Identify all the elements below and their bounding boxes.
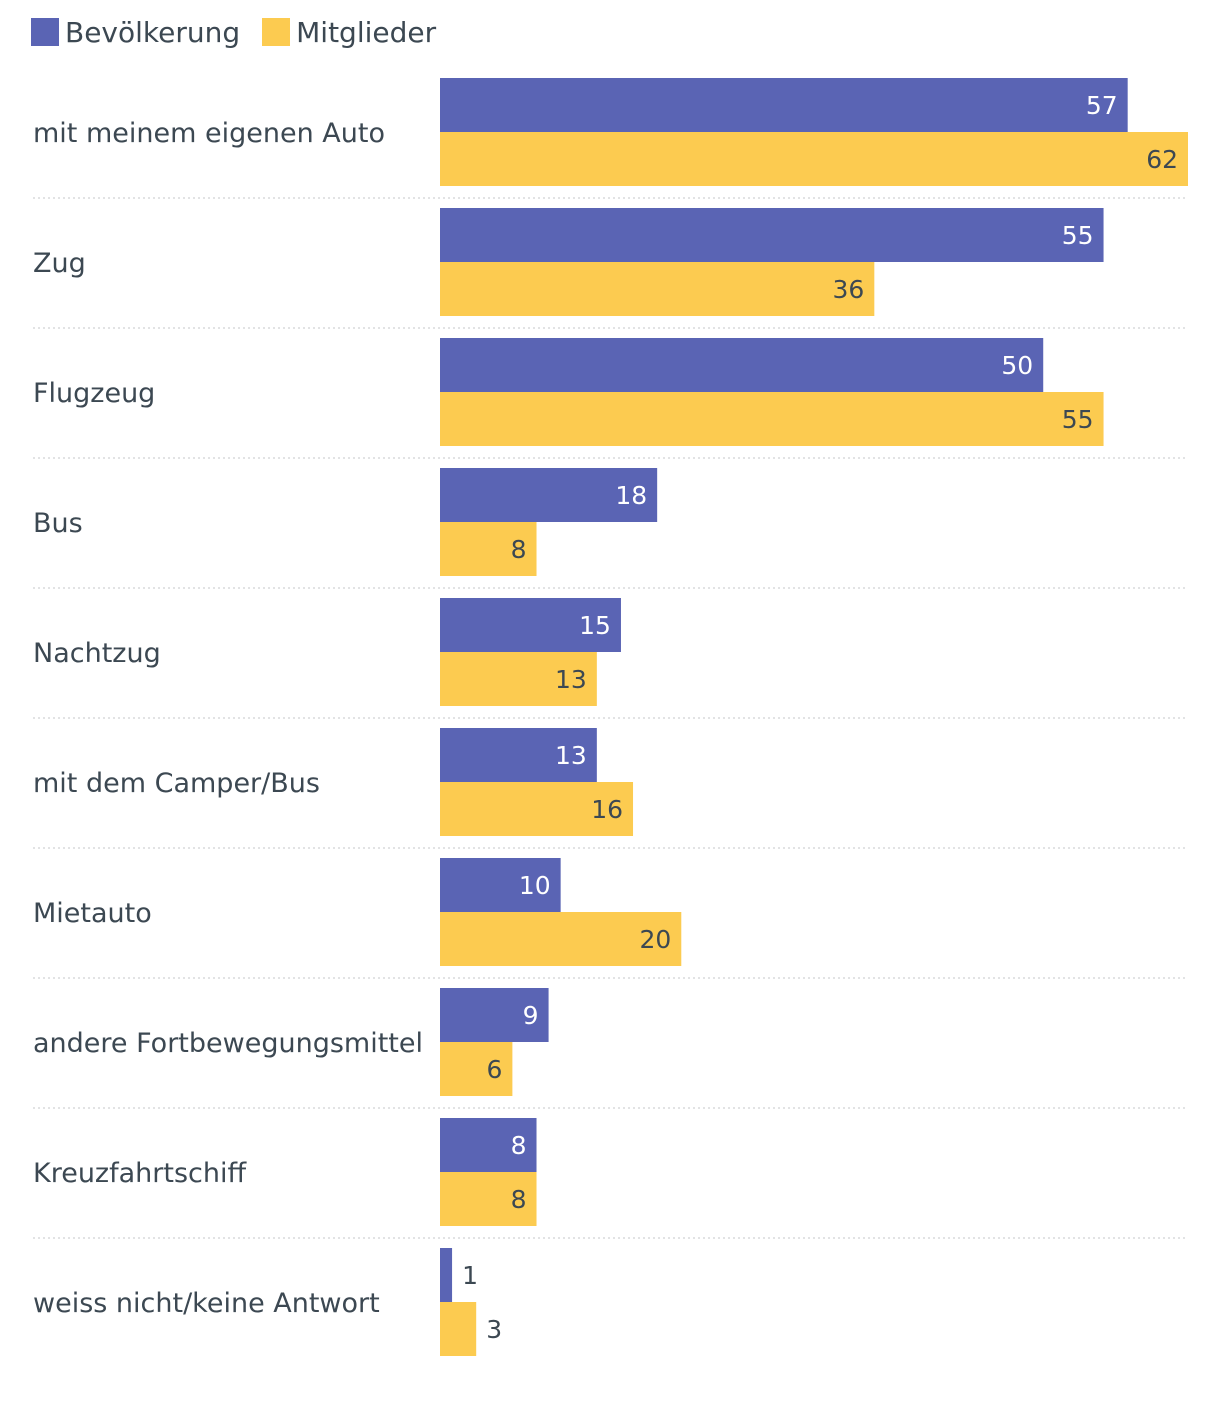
category-label-mit-dem-camper-bus: mit dem Camper/Bus (33, 768, 320, 799)
value-label-weiss-nicht-keine-antwort-bevoelkerung: 1 (462, 1261, 478, 1290)
bar-mit-meinem-eigenen-auto-bevoelkerung (440, 78, 1128, 132)
value-label-nachtzug-bevoelkerung: 15 (579, 611, 611, 640)
value-label-mit-meinem-eigenen-auto-bevoelkerung: 57 (1086, 91, 1118, 120)
bar-mit-dem-camper-bus-bevoelkerung (440, 728, 597, 782)
category-label-weiss-nicht-keine-antwort: weiss nicht/keine Antwort (33, 1288, 380, 1319)
category-label-mietauto: Mietauto (33, 898, 152, 929)
legend-label-bevoelkerung: Bevölkerung (65, 15, 241, 49)
value-label-kreuzfahrtschiff-mitglieder: 8 (511, 1185, 527, 1214)
bar-weiss-nicht-keine-antwort-bevoelkerung (440, 1248, 453, 1302)
value-label-flugzeug-bevoelkerung: 50 (1001, 351, 1033, 380)
bar-nachtzug-mitglieder (440, 652, 597, 706)
value-label-mit-meinem-eigenen-auto-mitglieder: 62 (1146, 145, 1178, 174)
value-label-bus-bevoelkerung: 18 (615, 481, 647, 510)
value-label-mietauto-bevoelkerung: 10 (519, 871, 551, 900)
bar-mit-dem-camper-bus-mitglieder (440, 782, 634, 836)
value-label-andere-fortbewegungsmittel-mitglieder: 6 (486, 1055, 502, 1084)
legend-item-bevoelkerung: Bevölkerung (31, 16, 240, 49)
bar-nachtzug-bevoelkerung (440, 598, 621, 652)
value-label-kreuzfahrtschiff-bevoelkerung: 8 (511, 1131, 527, 1160)
value-label-zug-mitglieder: 36 (833, 275, 865, 304)
legend-swatch-mitglieder (262, 18, 291, 46)
bar-zug-mitglieder (440, 262, 875, 316)
category-label-zug: Zug (33, 248, 86, 279)
bar-andere-fortbewegungsmittel-mitglieder (440, 1042, 513, 1096)
bar-mietauto-bevoelkerung (440, 858, 561, 912)
category-label-mit-meinem-eigenen-auto: mit meinem eigenen Auto (33, 118, 385, 149)
bar-kreuzfahrtschiff-mitglieder (440, 1172, 537, 1226)
bar-weiss-nicht-keine-antwort-mitglieder (440, 1302, 477, 1356)
value-label-mit-dem-camper-bus-mitglieder: 16 (591, 795, 623, 824)
legend-item-mitglieder: Mitglieder (262, 16, 436, 49)
category-label-kreuzfahrtschiff: Kreuzfahrtschiff (33, 1158, 247, 1189)
value-label-weiss-nicht-keine-antwort-mitglieder: 3 (486, 1315, 502, 1344)
bar-mit-meinem-eigenen-auto-mitglieder (440, 132, 1188, 186)
bar-flugzeug-mitglieder (440, 392, 1104, 446)
value-label-andere-fortbewegungsmittel-bevoelkerung: 9 (523, 1001, 539, 1030)
bar-andere-fortbewegungsmittel-bevoelkerung (440, 988, 549, 1042)
bar-bus-bevoelkerung (440, 468, 658, 522)
value-label-mietauto-mitglieder: 20 (639, 925, 671, 954)
category-label-nachtzug: Nachtzug (33, 638, 161, 669)
value-label-flugzeug-mitglieder: 55 (1062, 405, 1094, 434)
category-label-bus: Bus (33, 508, 83, 539)
bar-zug-bevoelkerung (440, 208, 1104, 262)
legend-swatch-bevoelkerung (31, 18, 59, 46)
category-label-andere-fortbewegungsmittel: andere Fortbewegungsmittel (33, 1028, 423, 1059)
bar-bus-mitglieder (440, 522, 537, 576)
bar-flugzeug-bevoelkerung (440, 338, 1044, 392)
legend-label-mitglieder: Mitglieder (296, 15, 437, 49)
bar-kreuzfahrtschiff-bevoelkerung (440, 1118, 537, 1172)
value-label-mit-dem-camper-bus-bevoelkerung: 13 (555, 741, 587, 770)
bar-mietauto-mitglieder (440, 912, 682, 966)
value-label-zug-bevoelkerung: 55 (1062, 221, 1094, 250)
value-label-bus-mitglieder: 8 (511, 535, 527, 564)
category-label-flugzeug: Flugzeug (33, 378, 155, 409)
value-label-nachtzug-mitglieder: 13 (555, 665, 587, 694)
legend: Bevölkerung Mitglieder (31, 14, 458, 50)
